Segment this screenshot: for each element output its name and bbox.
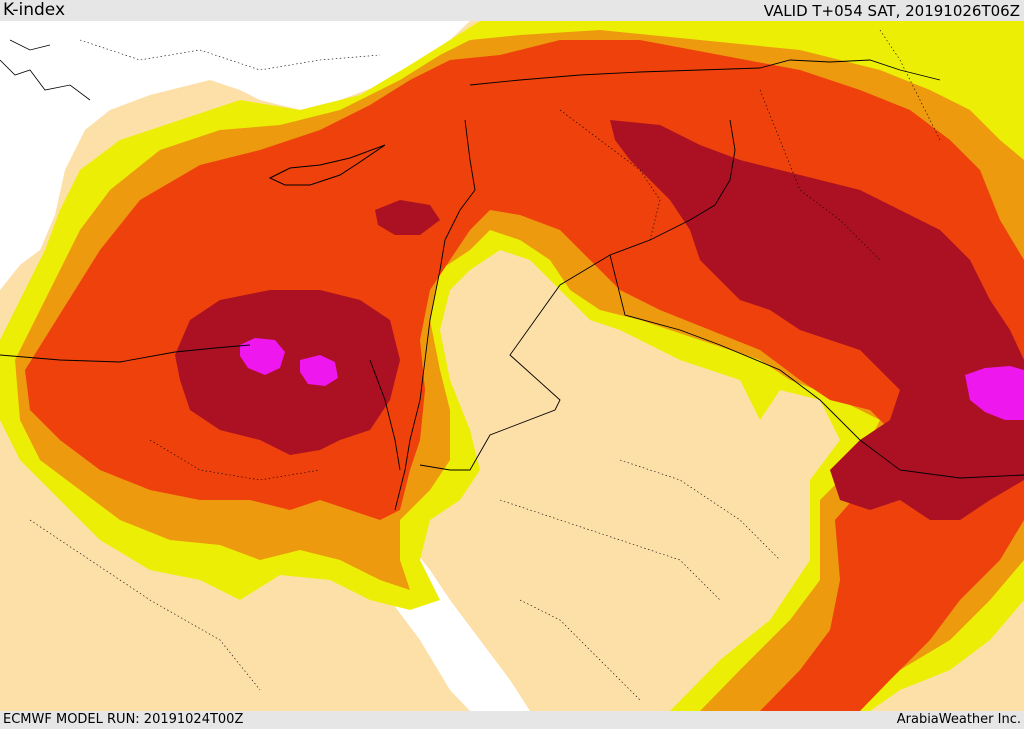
credit-label: ArabiaWeather Inc.	[896, 712, 1021, 727]
province-boundaries	[29, 29, 941, 701]
k-index-level-4-blob	[375, 200, 440, 235]
footer-bar: ECMWF MODEL RUN: 20191024T00Z ArabiaWeat…	[0, 711, 1024, 729]
valid-time: VALID T+054 SAT, 20191026T06Z	[763, 2, 1020, 20]
model-run-label: ECMWF MODEL RUN: 20191024T00Z	[3, 712, 244, 727]
header-bar: K-index VALID T+054 SAT, 20191026T06Z	[0, 0, 1024, 21]
cyprus-island	[268, 144, 386, 186]
k-index-level-4-east	[610, 120, 1024, 520]
k-index-level-4-west	[175, 290, 400, 455]
aegean-coast	[0, 39, 91, 101]
k-index-level-5-east	[965, 366, 1024, 420]
k-index-map[interactable]	[0, 21, 1024, 711]
k-index-level-5-west-2	[300, 355, 338, 386]
k-index-level-5-west	[240, 338, 285, 375]
mediterranean-sea	[0, 21, 470, 290]
map-title: K-index	[3, 0, 66, 20]
country-borders	[0, 59, 1024, 511]
